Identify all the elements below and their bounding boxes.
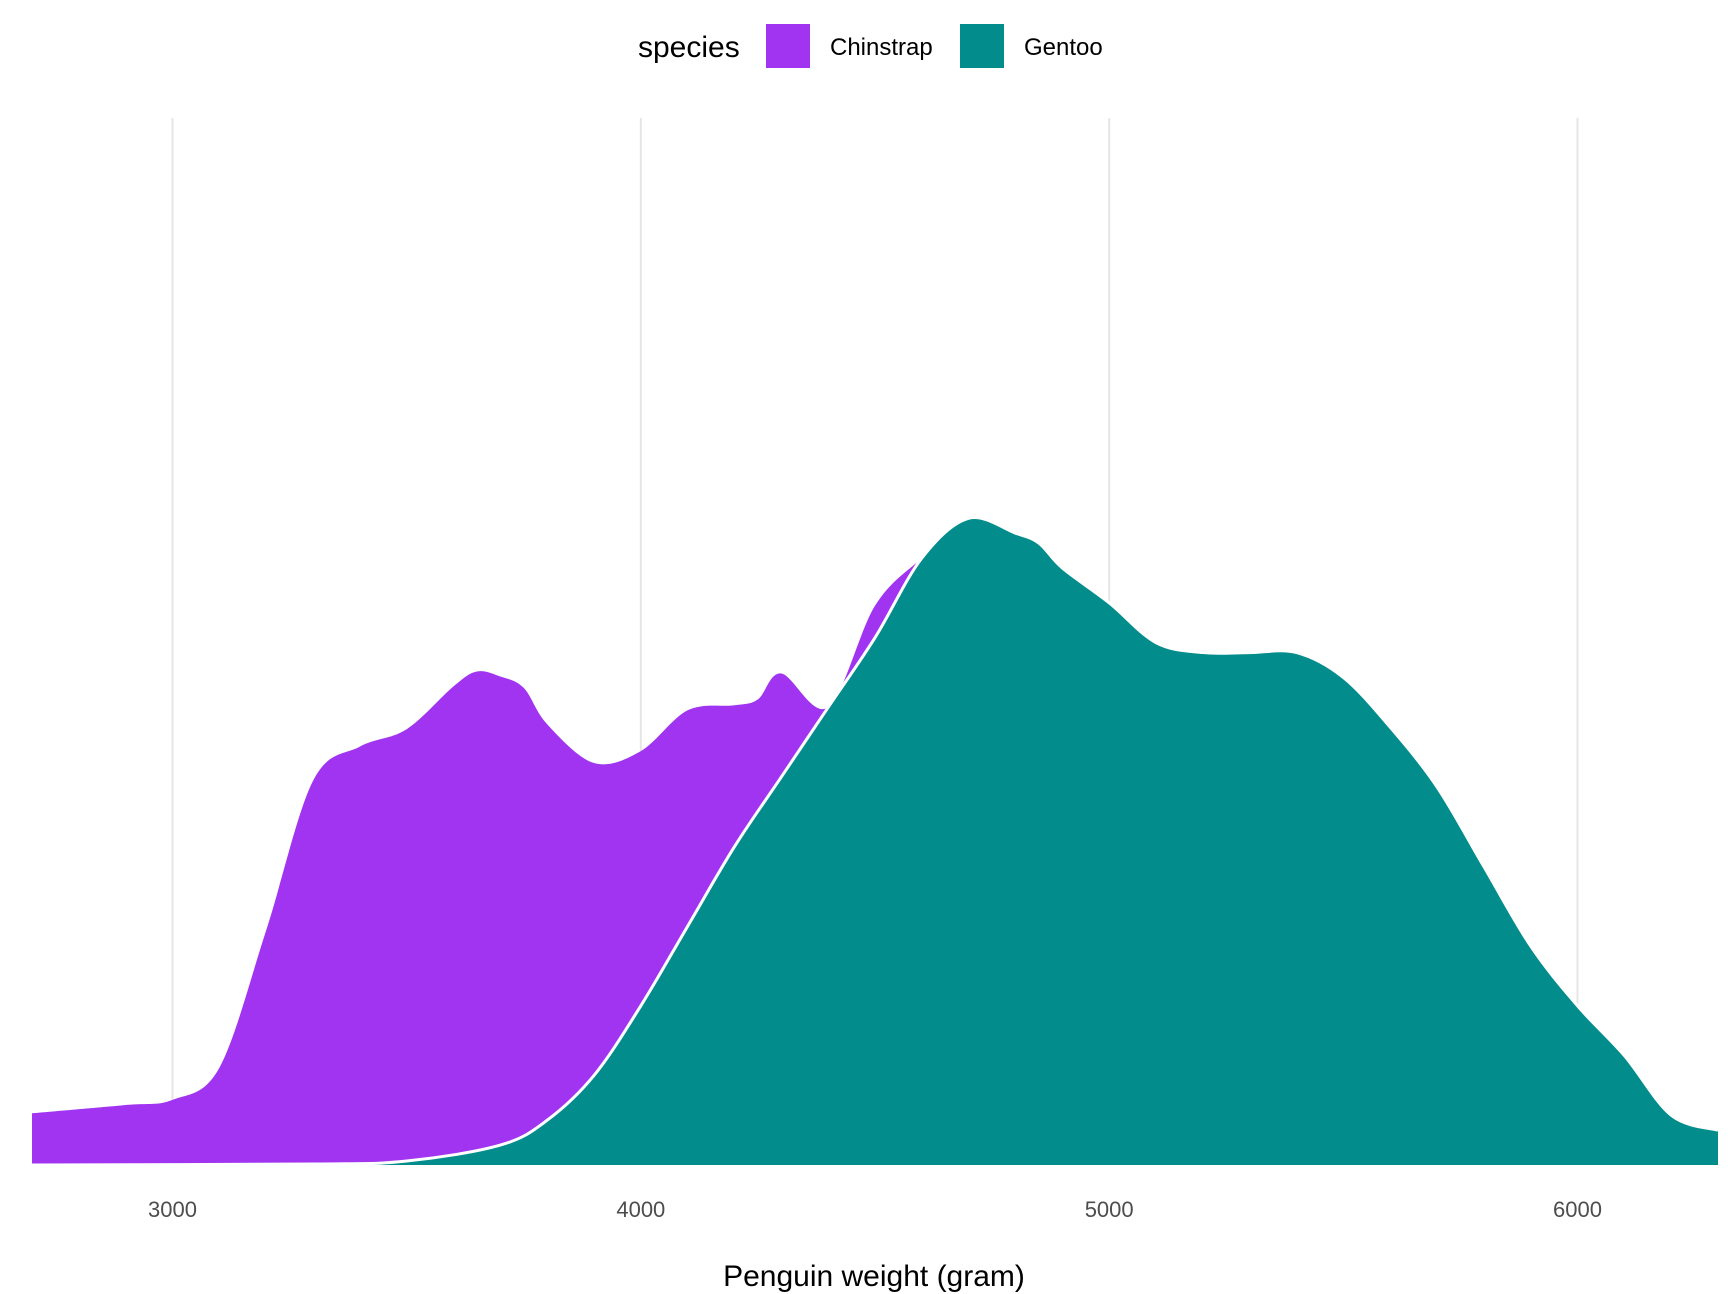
x-tick-label-4000: 4000 (616, 1197, 665, 1222)
density-outline-gentoo (31, 516, 1719, 1167)
legend-label-chinstrap: Chinstrap (830, 34, 933, 61)
density-area-gentoo (32, 517, 1718, 1165)
legend-title: species (638, 31, 740, 64)
x-tick-labels: 3000 4000 5000 6000 (148, 1197, 1602, 1222)
legend-label-gentoo: Gentoo (1024, 34, 1103, 61)
x-tick-label-6000: 6000 (1553, 1197, 1602, 1222)
x-tick-label-5000: 5000 (1085, 1197, 1134, 1222)
x-axis-title: Penguin weight (gram) (723, 1260, 1025, 1293)
legend-key-gentoo (960, 24, 1004, 68)
density-areas (31, 516, 1719, 1167)
legend-items: Chinstrap Gentoo (766, 24, 1103, 68)
legend: species Chinstrap Gentoo (638, 24, 1103, 68)
legend-key-chinstrap (766, 24, 810, 68)
x-tick-label-3000: 3000 (148, 1197, 197, 1222)
